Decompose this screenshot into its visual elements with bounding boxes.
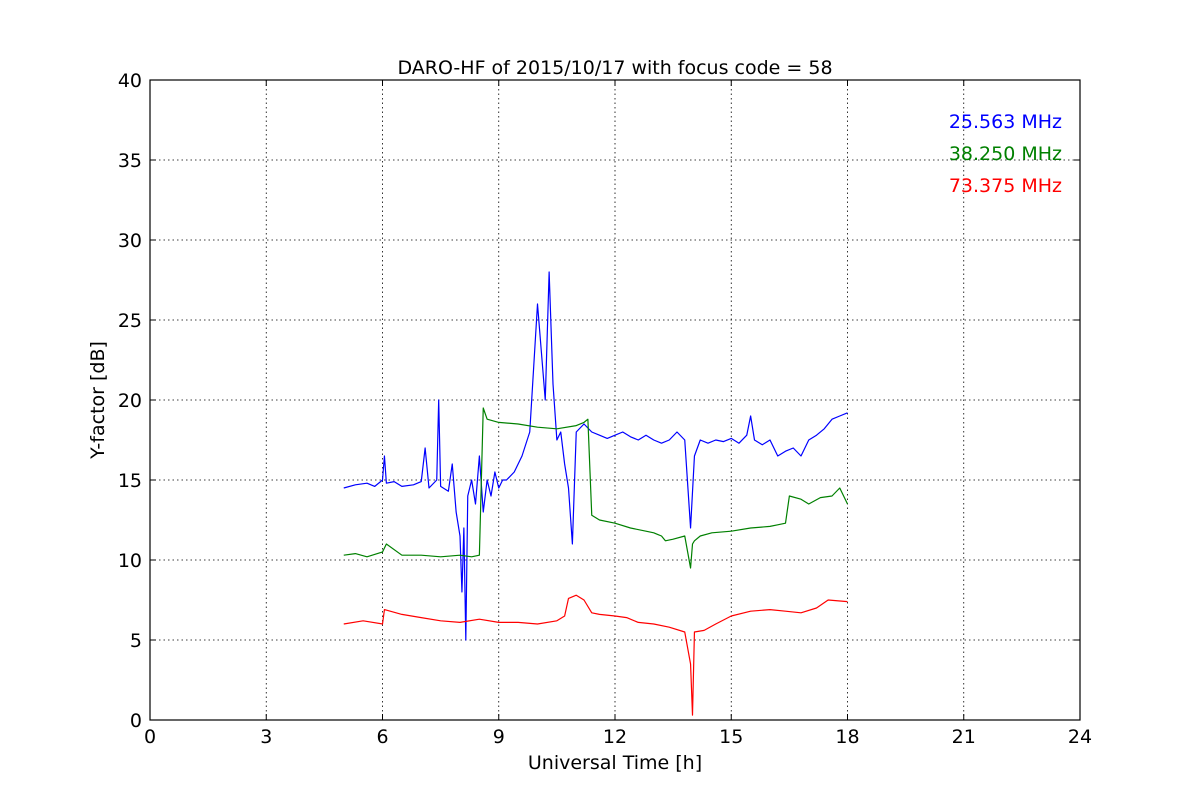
x-axis-label: Universal Time [h] <box>528 752 702 774</box>
x-tick-label: 0 <box>144 726 156 748</box>
y-tick-label: 5 <box>130 630 142 652</box>
y-tick-label: 15 <box>118 470 142 492</box>
y-tick-label: 30 <box>118 230 142 252</box>
tick-labels: 0 3 6 9 12 15 18 21 24 0 5 10 15 20 25 30 35 40 <box>118 70 1092 748</box>
legend-entry-1: 25.563 MHz <box>949 111 1062 133</box>
x-tick-label: 21 <box>952 726 976 748</box>
legend-entry-3: 73.375 MHz <box>949 175 1062 197</box>
ticks <box>149 79 1081 721</box>
y-tick-label: 35 <box>118 150 142 172</box>
series-line-1 <box>343 271 848 641</box>
x-tick-label: 9 <box>493 726 505 748</box>
x-tick-label: 6 <box>376 726 388 748</box>
x-tick-label: 3 <box>260 726 272 748</box>
series-line-3 <box>343 594 848 716</box>
y-axis-label: Y-factor [dB] <box>87 341 109 460</box>
x-tick-label: 15 <box>719 726 743 748</box>
y-tick-label: 25 <box>118 310 142 332</box>
y-tick-label: 10 <box>118 550 142 572</box>
chart-title: DARO-HF of 2015/10/17 with focus code = … <box>397 57 832 79</box>
x-tick-label: 12 <box>603 726 627 748</box>
y-tick-label: 0 <box>130 710 142 732</box>
series-layer <box>343 271 849 716</box>
series-line-2 <box>343 407 849 569</box>
y-tick-label: 20 <box>118 390 142 412</box>
x-tick-label: 18 <box>835 726 859 748</box>
x-tick-label: 24 <box>1068 726 1092 748</box>
y-tick-label: 40 <box>118 70 142 92</box>
legend-entry-2: 38.250 MHz <box>949 143 1062 165</box>
legend: 25.563 MHz 38.250 MHz 73.375 MHz <box>949 111 1062 197</box>
